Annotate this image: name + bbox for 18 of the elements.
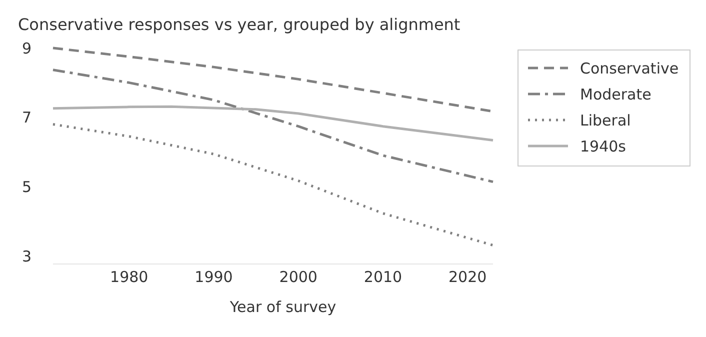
line-series	[52, 123, 494, 247]
y-tick-label: 3	[22, 247, 32, 266]
y-tick-label: 5	[22, 178, 32, 196]
x-tick-label: 2000	[279, 268, 318, 286]
y-tick-label: 7	[22, 108, 32, 127]
legend-label: Moderate	[580, 85, 652, 104]
line-series	[52, 105, 494, 142]
x-tick-label: 1990	[194, 268, 233, 286]
x-tick-label: 2010	[364, 268, 402, 286]
x-tick-label: 1980	[110, 268, 148, 286]
x-tick-label: 2020	[448, 268, 487, 286]
legend-label: 1940s	[580, 137, 626, 156]
y-tick-label: 9	[22, 39, 32, 58]
chart-title: Conservative responses vs year, grouped by alignment	[18, 15, 460, 34]
legend-label: Conservative	[580, 59, 679, 78]
legend-label: Liberal	[580, 111, 631, 130]
x-axis-title: Year of survey	[228, 298, 336, 316]
line-series	[52, 68, 494, 184]
